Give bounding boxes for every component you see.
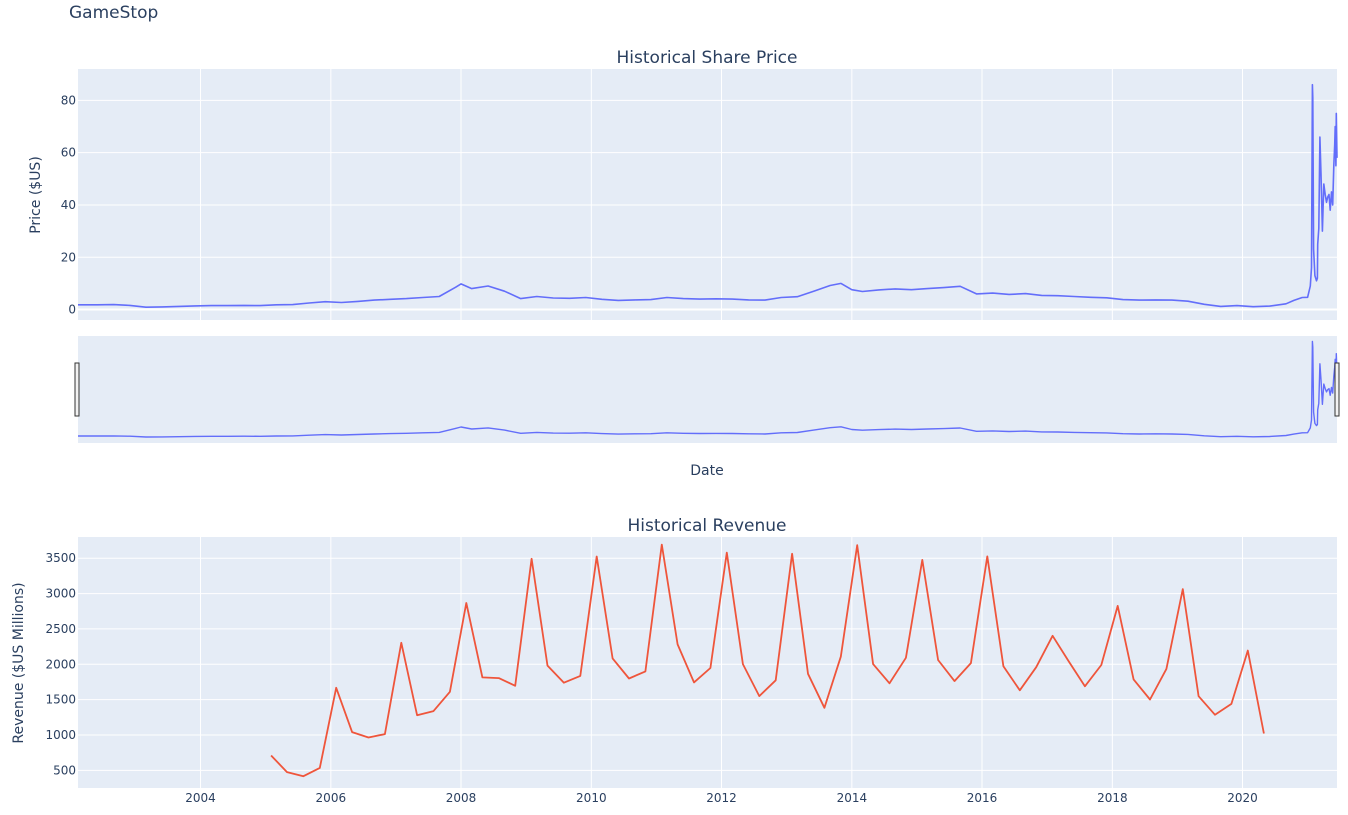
revenue-plot-area bbox=[78, 537, 1337, 788]
revenue-y-tick-label: 2500 bbox=[45, 622, 76, 636]
price-chart-title: Historical Share Price bbox=[617, 48, 798, 68]
price-y-tick-label: 60 bbox=[61, 146, 76, 160]
revenue-y-tick-label: 3500 bbox=[45, 551, 76, 565]
revenue-x-tick-label: 2010 bbox=[576, 791, 607, 805]
price-y-ticks: 0 20 40 60 80 bbox=[61, 93, 76, 316]
revenue-x-tick-label: 2012 bbox=[706, 791, 737, 805]
revenue-x-tick-label: 2006 bbox=[316, 791, 347, 805]
revenue-y-axis-title: Revenue ($US Millions) bbox=[11, 582, 27, 743]
revenue-x-ticks: 2004 2006 2008 2010 2012 2014 2016 2018 2020 bbox=[185, 791, 1258, 805]
revenue-y-tick-label: 1500 bbox=[45, 693, 76, 707]
revenue-x-tick-label: 2004 bbox=[185, 791, 216, 805]
revenue-y-tick-label: 3000 bbox=[45, 587, 76, 601]
price-x-axis-title: Date bbox=[690, 463, 723, 479]
range-slider-right-handle[interactable] bbox=[1334, 362, 1340, 417]
revenue-x-tick-label: 2018 bbox=[1097, 791, 1128, 805]
price-y-tick-label: 80 bbox=[61, 93, 76, 107]
range-slider-series-line bbox=[78, 340, 1338, 438]
price-y-tick-label: 20 bbox=[61, 250, 76, 264]
revenue-x-tick-label: 2008 bbox=[446, 791, 477, 805]
revenue-x-tick-label: 2014 bbox=[837, 791, 868, 805]
price-series-line bbox=[78, 83, 1338, 308]
price-y-tick-label: 0 bbox=[68, 303, 76, 317]
price-gridlines bbox=[78, 69, 1337, 320]
revenue-y-tick-label: 2000 bbox=[45, 657, 76, 671]
price-y-tick-label: 40 bbox=[61, 198, 76, 212]
revenue-series-line bbox=[270, 543, 1265, 778]
revenue-y-tick-label: 500 bbox=[53, 763, 76, 777]
revenue-chart-title: Historical Revenue bbox=[627, 516, 786, 536]
chart-main-title: GameStop bbox=[69, 3, 159, 23]
price-plot-area bbox=[78, 69, 1337, 320]
range-slider[interactable] bbox=[78, 336, 1337, 443]
revenue-y-ticks: 500 1000 1500 2000 2500 3000 3500 bbox=[45, 551, 76, 777]
revenue-y-tick-label: 1000 bbox=[45, 728, 76, 742]
price-y-axis-title: Price ($US) bbox=[28, 156, 44, 234]
revenue-x-tick-label: 2020 bbox=[1227, 791, 1258, 805]
revenue-x-tick-label: 2016 bbox=[967, 791, 998, 805]
range-slider-left-handle[interactable] bbox=[74, 362, 80, 417]
